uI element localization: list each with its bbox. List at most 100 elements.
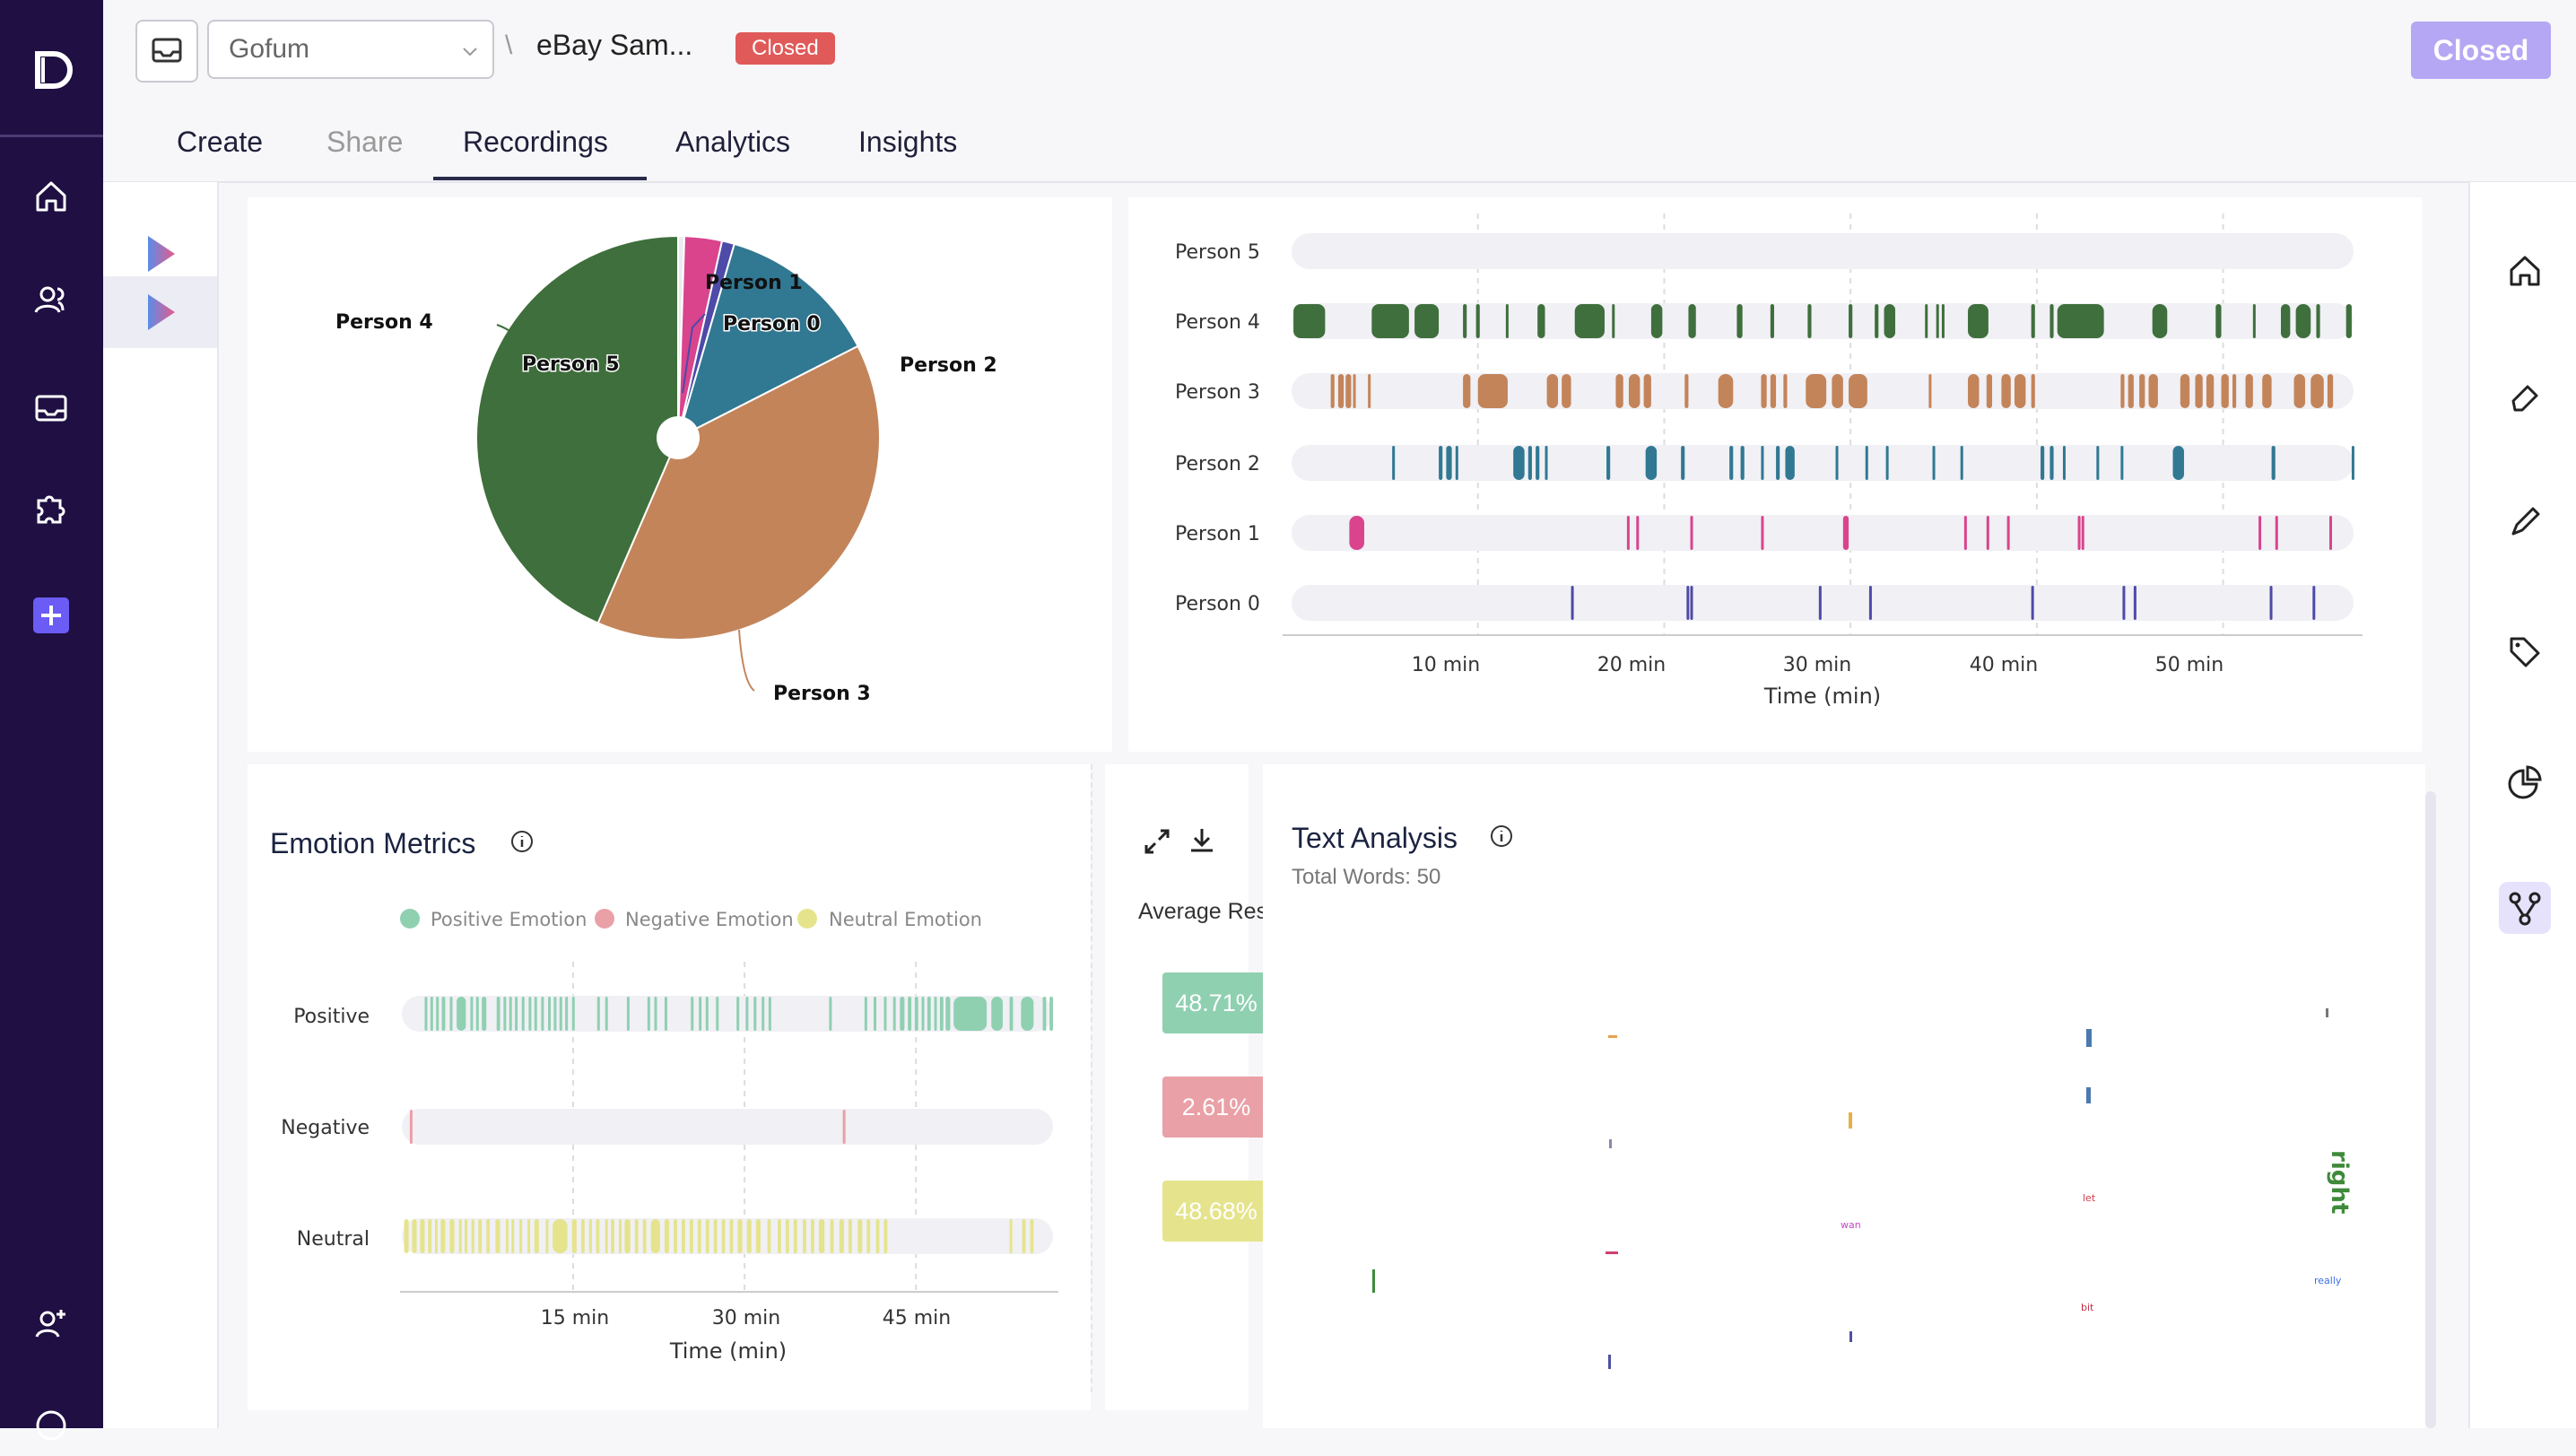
timeline-segment[interactable] xyxy=(2031,586,2034,620)
timeline-segment[interactable] xyxy=(1832,374,1843,408)
timeline-segment[interactable] xyxy=(1884,304,1896,338)
timeline-segment[interactable] xyxy=(470,997,474,1031)
timeline-segment[interactable] xyxy=(830,1219,834,1253)
status-button[interactable]: Closed xyxy=(2411,22,2551,79)
timeline-segment[interactable] xyxy=(1562,374,1571,408)
timeline-segment[interactable] xyxy=(1986,374,1993,408)
nav-users[interactable] xyxy=(25,275,77,327)
timeline-segment[interactable] xyxy=(1455,446,1458,480)
timeline-segment[interactable] xyxy=(1477,374,1508,408)
timeline-segment[interactable] xyxy=(1353,374,1356,408)
timeline-segment[interactable] xyxy=(605,1219,608,1253)
timeline-segment[interactable] xyxy=(626,997,630,1031)
timeline-segment[interactable] xyxy=(596,1219,600,1253)
timeline-segment[interactable] xyxy=(1785,446,1795,480)
timeline-segment[interactable] xyxy=(1446,446,1452,480)
scrollbar[interactable] xyxy=(2425,791,2436,1428)
timeline-segment[interactable] xyxy=(482,997,487,1031)
timeline-segment[interactable] xyxy=(2041,446,2045,480)
timeline-segment[interactable] xyxy=(2311,374,2324,408)
timeline-segment[interactable] xyxy=(2271,446,2276,480)
timeline-segment[interactable] xyxy=(953,997,988,1031)
tool-eraser[interactable] xyxy=(2499,371,2551,423)
timeline-segment[interactable] xyxy=(2001,374,2011,408)
timeline-segment[interactable] xyxy=(449,997,453,1031)
tab-recordings[interactable]: Recordings xyxy=(463,126,608,158)
timeline-segment[interactable] xyxy=(2128,374,2134,408)
timeline-segment[interactable] xyxy=(1928,374,1932,408)
timeline-segment[interactable] xyxy=(458,1219,462,1253)
timeline-segment[interactable] xyxy=(430,997,433,1031)
timeline-segment[interactable] xyxy=(767,1219,771,1253)
timeline-segment[interactable] xyxy=(1963,516,1967,550)
timeline-segment[interactable] xyxy=(721,1219,726,1253)
timeline-segment[interactable] xyxy=(934,997,937,1031)
tab-create[interactable]: Create xyxy=(177,126,264,158)
timeline-segment[interactable] xyxy=(1645,446,1658,480)
timeline-segment[interactable] xyxy=(2180,374,2190,408)
timeline-segment[interactable] xyxy=(1475,304,1480,338)
timeline-segment[interactable] xyxy=(428,1219,432,1253)
timeline-segment[interactable] xyxy=(1690,586,1693,620)
timeline-segment[interactable] xyxy=(642,1219,647,1253)
timeline-segment[interactable] xyxy=(441,997,446,1031)
timeline-segment[interactable] xyxy=(785,1219,789,1253)
timeline-segment[interactable] xyxy=(2280,304,2291,338)
expand-icon[interactable] xyxy=(1141,825,1173,858)
timeline-segment[interactable] xyxy=(2245,374,2253,408)
timeline-segment[interactable] xyxy=(1392,446,1396,480)
timeline-segment[interactable] xyxy=(2031,374,2035,408)
timeline-segment[interactable] xyxy=(746,1219,752,1253)
timeline-segment[interactable] xyxy=(2206,374,2215,408)
timeline-segment[interactable] xyxy=(548,997,552,1031)
timeline-segment[interactable] xyxy=(1968,374,1980,408)
timeline-segment[interactable] xyxy=(440,1219,446,1253)
timeline-segment[interactable] xyxy=(745,997,749,1031)
timeline-segment[interactable] xyxy=(1941,304,1945,338)
recording-item-active[interactable] xyxy=(103,276,217,348)
timeline-segment[interactable] xyxy=(2215,304,2222,338)
timeline-segment[interactable] xyxy=(883,1219,888,1253)
timeline-segment[interactable] xyxy=(534,997,537,1031)
timeline-segment[interactable] xyxy=(1650,304,1663,338)
timeline-segment[interactable] xyxy=(2312,586,2316,620)
timeline-segment[interactable] xyxy=(2351,446,2354,480)
timeline-segment[interactable] xyxy=(2327,374,2334,408)
timeline-segment[interactable] xyxy=(2081,516,2084,550)
timeline-segment[interactable] xyxy=(465,1219,468,1253)
tool-home[interactable] xyxy=(2499,245,2551,297)
timeline-segment[interactable] xyxy=(434,1219,438,1253)
nav-inbox[interactable] xyxy=(25,382,77,434)
timeline-segment[interactable] xyxy=(1936,304,1939,338)
timeline-segment[interactable] xyxy=(1612,304,1615,338)
timeline-segment[interactable] xyxy=(503,997,507,1031)
timeline-segment[interactable] xyxy=(553,997,557,1031)
timeline-segment[interactable] xyxy=(1932,446,1936,480)
timeline-segment[interactable] xyxy=(1463,304,1467,338)
timeline-segment[interactable] xyxy=(1049,997,1053,1031)
tab-share[interactable]: Share xyxy=(326,126,404,158)
tab-analytics[interactable]: Analytics xyxy=(675,126,791,158)
info-icon[interactable] xyxy=(509,829,535,854)
timeline-segment[interactable] xyxy=(1345,374,1352,408)
timeline-segment[interactable] xyxy=(803,1219,806,1253)
timeline-segment[interactable] xyxy=(2195,374,2203,408)
timeline-segment[interactable] xyxy=(1690,516,1693,550)
timeline-segment[interactable] xyxy=(755,1219,761,1253)
timeline-segment[interactable] xyxy=(412,1219,417,1253)
timeline-segment[interactable] xyxy=(634,1219,639,1253)
timeline-segment[interactable] xyxy=(449,1219,455,1253)
timeline-segment[interactable] xyxy=(1030,1219,1034,1253)
timeline-segment[interactable] xyxy=(849,1219,852,1253)
timeline-segment[interactable] xyxy=(2293,374,2305,408)
timeline-segment[interactable] xyxy=(908,997,912,1031)
timeline-segment[interactable] xyxy=(1022,1219,1026,1253)
timeline-segment[interactable] xyxy=(1571,586,1574,620)
project-select[interactable]: Gofum xyxy=(207,20,494,79)
timeline-segment[interactable] xyxy=(475,997,479,1031)
timeline-segment[interactable] xyxy=(682,1219,685,1253)
timeline-segment[interactable] xyxy=(1770,304,1774,338)
timeline-segment[interactable] xyxy=(697,1219,701,1253)
timeline-segment[interactable] xyxy=(1806,374,1827,408)
logo[interactable] xyxy=(0,0,103,137)
